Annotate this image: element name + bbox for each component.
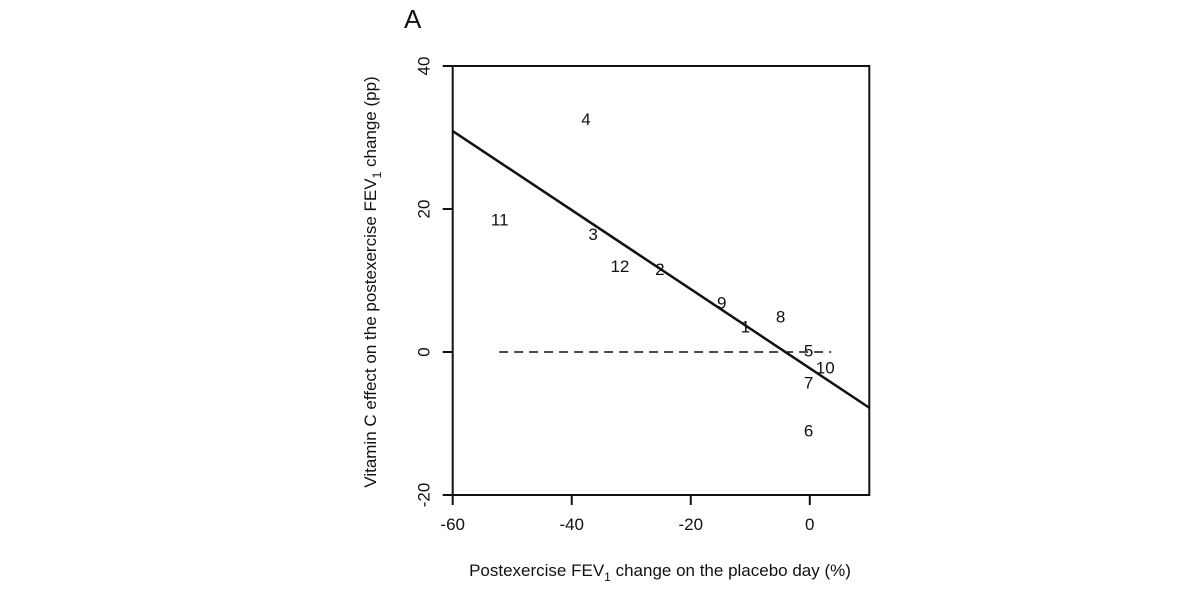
point-label-9: 9 xyxy=(717,294,726,313)
point-label-6: 6 xyxy=(804,422,813,441)
regression-line xyxy=(452,130,870,409)
point-label-4: 4 xyxy=(581,110,590,129)
y-tick-label: 20 xyxy=(415,200,434,219)
point-label-10: 10 xyxy=(816,359,835,378)
point-label-1: 1 xyxy=(741,317,750,336)
point-label-8: 8 xyxy=(776,307,785,326)
y-tick-label: -20 xyxy=(415,483,434,508)
plot-frame xyxy=(451,65,871,496)
x-tick-label: 0 xyxy=(805,515,814,534)
point-label-3: 3 xyxy=(588,225,597,244)
point-label-11: 11 xyxy=(491,211,509,230)
point-label-2: 2 xyxy=(655,260,664,279)
x-tick-label: -60 xyxy=(440,515,465,534)
y-tick-label: 40 xyxy=(415,57,434,76)
point-label-5: 5 xyxy=(804,342,813,361)
x-tick-label: -20 xyxy=(678,515,703,534)
x-tick-label: -40 xyxy=(559,515,584,534)
x-axis-label: Postexercise FEV1 change on the placebo … xyxy=(469,561,851,584)
y-tick-label: 0 xyxy=(415,347,434,356)
y-axis-label: Vitamin C effect on the postexercise FEV… xyxy=(361,76,384,487)
point-label-7: 7 xyxy=(804,374,813,393)
panel-label: A xyxy=(404,4,422,34)
point-label-12: 12 xyxy=(610,257,629,276)
